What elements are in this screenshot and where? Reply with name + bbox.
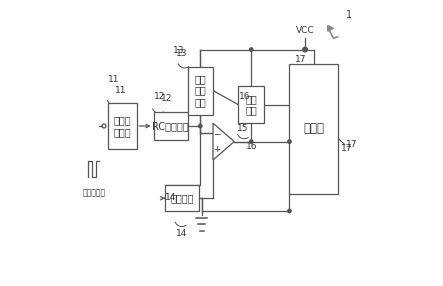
Bar: [165, 186, 199, 211]
Text: 17: 17: [346, 140, 358, 149]
Text: RC滤波模块: RC滤波模块: [152, 121, 189, 131]
Text: 13: 13: [176, 49, 188, 58]
Text: +: +: [214, 145, 221, 154]
Text: 阈值
设定
模块: 阈值 设定 模块: [194, 74, 206, 107]
Circle shape: [288, 140, 291, 143]
Text: 检测模块: 检测模块: [170, 193, 194, 203]
Circle shape: [249, 48, 253, 51]
Text: 控制器: 控制器: [303, 122, 324, 135]
Text: 1: 1: [346, 10, 352, 20]
Circle shape: [249, 140, 253, 143]
Text: 13: 13: [173, 46, 185, 55]
Text: 14: 14: [176, 229, 187, 239]
Text: 12: 12: [154, 92, 165, 100]
Text: 14: 14: [165, 193, 176, 202]
Text: 11: 11: [115, 86, 127, 95]
Bar: [154, 112, 187, 140]
Text: −: −: [214, 129, 221, 138]
Text: 电压转
换模块: 电压转 换模块: [113, 115, 131, 137]
Text: 16: 16: [238, 92, 250, 100]
Text: VCC: VCC: [296, 26, 315, 35]
Bar: [289, 64, 338, 194]
Text: 传感器信号: 传感器信号: [82, 188, 105, 197]
Circle shape: [303, 47, 307, 52]
Text: 补正
模块: 补正 模块: [245, 94, 257, 116]
Polygon shape: [328, 25, 334, 31]
Text: 17: 17: [341, 144, 352, 153]
Text: 16: 16: [245, 142, 257, 151]
Bar: [238, 86, 264, 123]
Circle shape: [288, 209, 291, 213]
Text: 15: 15: [237, 124, 249, 133]
Text: 12: 12: [161, 94, 172, 103]
Text: 17: 17: [295, 55, 307, 64]
Bar: [108, 103, 136, 149]
Text: 11: 11: [108, 75, 120, 84]
Polygon shape: [213, 123, 234, 160]
Bar: [187, 67, 213, 115]
Circle shape: [198, 124, 202, 128]
